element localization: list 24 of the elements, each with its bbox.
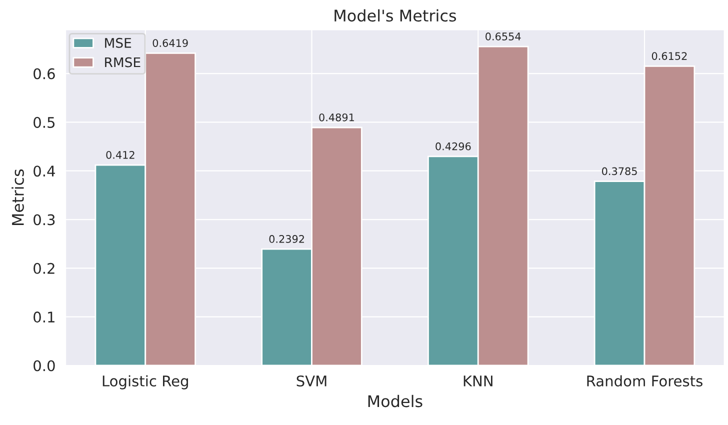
y-tick-label: 0.0 [34, 360, 55, 372]
x-tick-label: SVM [296, 375, 326, 387]
data-label: 0.2392 [269, 235, 304, 243]
y-tick-label: 0.3 [34, 214, 55, 226]
data-label: 0.4891 [319, 113, 354, 122]
data-label: 0.6152 [652, 52, 687, 60]
data-label: 0.6554 [486, 32, 521, 40]
x-tick-label: KNN [464, 376, 492, 386]
data-label: 0.6419 [152, 39, 188, 47]
y-tick-label: 0.5 [34, 116, 55, 128]
x-tick-label: Random Forests [587, 375, 702, 387]
data-label: 0.412 [106, 150, 134, 159]
x-tick-label: Logistic Reg [102, 375, 188, 390]
legend-label: MSE [105, 38, 132, 48]
y-tick-label: 0.2 [34, 262, 54, 274]
data-label: 0.4296 [436, 142, 471, 150]
chart-title: Model's Metrics [334, 9, 456, 22]
x-axis-title: Models [368, 394, 422, 408]
y-tick-label: 0.1 [34, 312, 54, 323]
legend-label: RMSE [105, 57, 140, 68]
y-axis-title: Metrics [12, 169, 24, 226]
data-label: 0.3785 [602, 167, 637, 176]
y-tick-label: 0.6 [34, 68, 55, 80]
y-tick-label: 0.4 [34, 166, 55, 177]
